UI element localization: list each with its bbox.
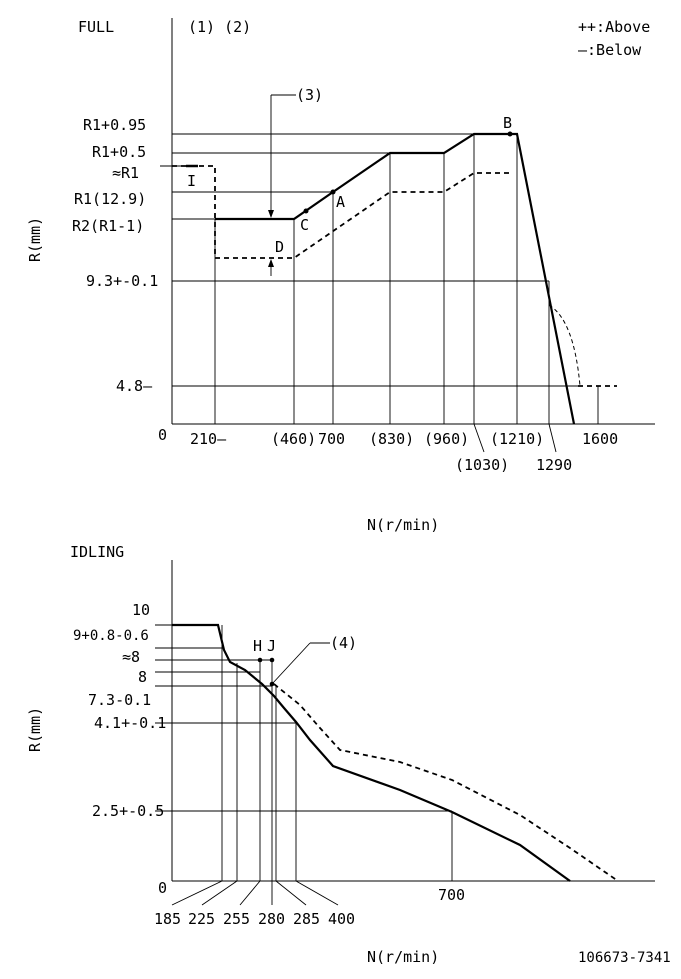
full-ytick-r1-05: R1+0.5 (92, 143, 146, 161)
idling-origin: 0 (158, 879, 167, 897)
point-d-label: D (275, 238, 284, 256)
idling-xtick-400: 400 (328, 910, 355, 928)
arrow-up-icon (268, 259, 274, 267)
point-b-marker (507, 131, 513, 137)
callout-4-label: (4) (330, 634, 357, 652)
point-a-marker (330, 189, 336, 195)
full-ytick-r1-095: R1+0.95 (83, 116, 146, 134)
legend-below: —:Below (578, 41, 642, 59)
full-xtick-1600: 1600 (582, 430, 618, 448)
idl-leader-185 (171, 880, 223, 906)
idling-xtick-700: 700 (438, 886, 465, 904)
full-solid-curve (215, 132, 576, 425)
full-xtick-960: (960) (424, 430, 469, 448)
idling-xtick-185: 185 (154, 910, 181, 928)
full-xtick-1210: (1210) (490, 430, 544, 448)
idling-title: IDLING (70, 543, 124, 561)
idling-ytick-9: 9+0.8-0.6 (73, 628, 149, 644)
point-b-label: B (503, 114, 512, 132)
full-chart: FULL (1) (2) ++:Above —:Below 0 R(mm) R1… (26, 18, 655, 534)
idling-ytick-73: 7.3-0.1 (88, 691, 151, 709)
point-c-label: C (300, 216, 309, 234)
point-j-marker (269, 657, 275, 663)
idl-leader-225 (201, 880, 238, 906)
full-xtick-700: 700 (318, 430, 345, 448)
full-xtick-1030: (1030) (455, 456, 509, 474)
full-xtick-460: (460) (271, 430, 316, 448)
idling-xtick-285: 285 (293, 910, 320, 928)
callout-4-leader (271, 642, 311, 685)
idling-dashed-curve (273, 683, 619, 882)
point-c-marker (303, 208, 309, 214)
drawing-number: 106673-7341 (578, 950, 671, 966)
idling-ytick-10: 10 (132, 601, 150, 619)
idling-ytick-41: 4.1+-0.1 (94, 714, 166, 732)
idl-leader-400 (295, 880, 339, 906)
full-ytick-93: 9.3+-0.1 (86, 272, 158, 290)
idling-y-label: R(mm) (26, 707, 44, 752)
idl-leader-285 (275, 880, 307, 906)
full-ytick-approx-r1: ≈R1 (112, 164, 139, 182)
idling-ytick-8: 8 (138, 668, 147, 686)
full-y-label: R(mm) (26, 217, 44, 262)
idling-xtick-280: 280 (258, 910, 285, 928)
full-dashed-curve (172, 165, 510, 259)
idl-leader-255 (239, 880, 261, 906)
leader-1030 (473, 423, 485, 453)
idling-xtick-255: 255 (223, 910, 250, 928)
idling-x-label: N(r/min) (367, 948, 439, 966)
full-ytick-r1-129: R1(12.9) (74, 190, 146, 208)
full-xtick-830: (830) (369, 430, 414, 448)
full-origin: 0 (158, 426, 167, 444)
legend-above: ++:Above (578, 18, 650, 36)
point-h-marker (257, 657, 263, 663)
idling-xtick-225: 225 (188, 910, 215, 928)
idling-ytick-25: 2.5+-0.5 (92, 802, 164, 820)
idling-chart: IDLING 0 R(mm) 10 9+0.8-0.6 ≈8 8 7.3-0.1… (26, 543, 655, 966)
point-j-label: J (267, 637, 276, 655)
full-xtick-210: 210— (190, 430, 227, 448)
full-x-label: N(r/min) (367, 516, 439, 534)
callout-3-label: (3) (296, 86, 323, 104)
full-ytick-48: 4.8— (116, 377, 153, 395)
point-h-label: H (253, 637, 262, 655)
leader-1290 (548, 423, 557, 453)
point-a-label: A (336, 193, 345, 211)
idling-ytick-approx8: ≈8 (122, 648, 140, 666)
idling-solid-curve (172, 623, 571, 882)
full-xtick-1290: 1290 (536, 456, 572, 474)
arrow-down-icon (268, 210, 274, 218)
full-title: FULL (78, 18, 114, 36)
full-ytick-r2: R2(R1-1) (72, 217, 144, 235)
point-i-label: I (187, 172, 196, 190)
full-notes: (1) (2) (188, 18, 251, 36)
